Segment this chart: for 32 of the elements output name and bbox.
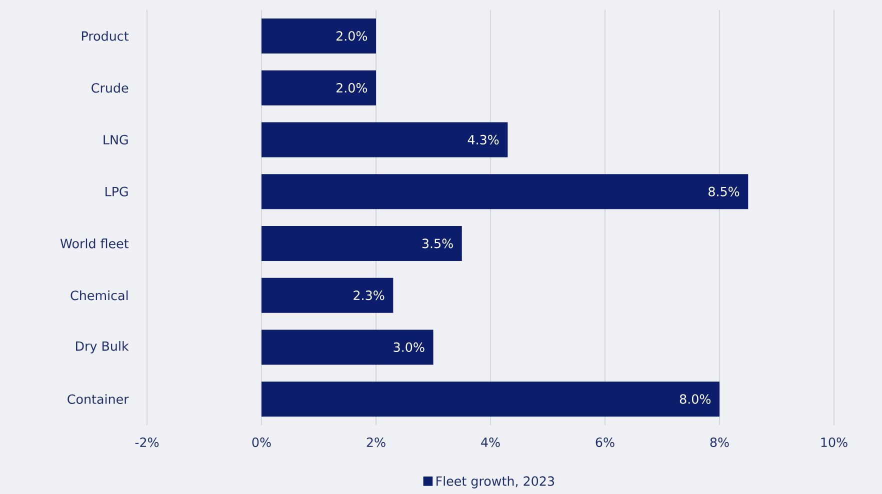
data-label: 2.0% — [336, 31, 368, 41]
bar — [262, 382, 720, 417]
data-label: 3.5% — [422, 238, 453, 248]
data-label: 8.5% — [708, 186, 740, 196]
y-tick-label: World fleet — [60, 238, 129, 248]
data-label: 2.3% — [354, 290, 384, 300]
bar — [262, 278, 394, 313]
y-tick-label: Dry Bulk — [76, 341, 129, 354]
data-label: 2.0% — [336, 83, 368, 93]
x-tick-label: 0% — [252, 437, 271, 448]
y-tick-label: Container — [68, 394, 129, 404]
bar — [262, 330, 434, 365]
bar — [262, 226, 462, 261]
data-label: 4.3% — [468, 134, 499, 144]
y-tick-label: Product — [82, 31, 129, 41]
x-tick-label: 4% — [481, 437, 500, 448]
x-tick-label: 10% — [821, 437, 848, 448]
x-tick-label: 2% — [366, 437, 386, 448]
x-tick-label: -2% — [135, 437, 159, 448]
data-label: 8.0% — [680, 394, 711, 404]
data-label: 3.0% — [394, 342, 424, 352]
y-tick-label: LPG — [106, 186, 128, 196]
bar — [262, 174, 748, 210]
bar — [262, 70, 376, 106]
y-tick-label: Chemical — [70, 290, 128, 300]
y-tick-label: Crude — [92, 82, 128, 93]
legend-label: Fleet growth, 2023 — [436, 476, 554, 488]
x-tick-label: 6% — [596, 437, 614, 448]
bar — [262, 18, 376, 54]
bar — [262, 122, 508, 158]
x-tick-label: 8% — [710, 437, 729, 448]
y-tick-label: LNG — [104, 134, 128, 144]
